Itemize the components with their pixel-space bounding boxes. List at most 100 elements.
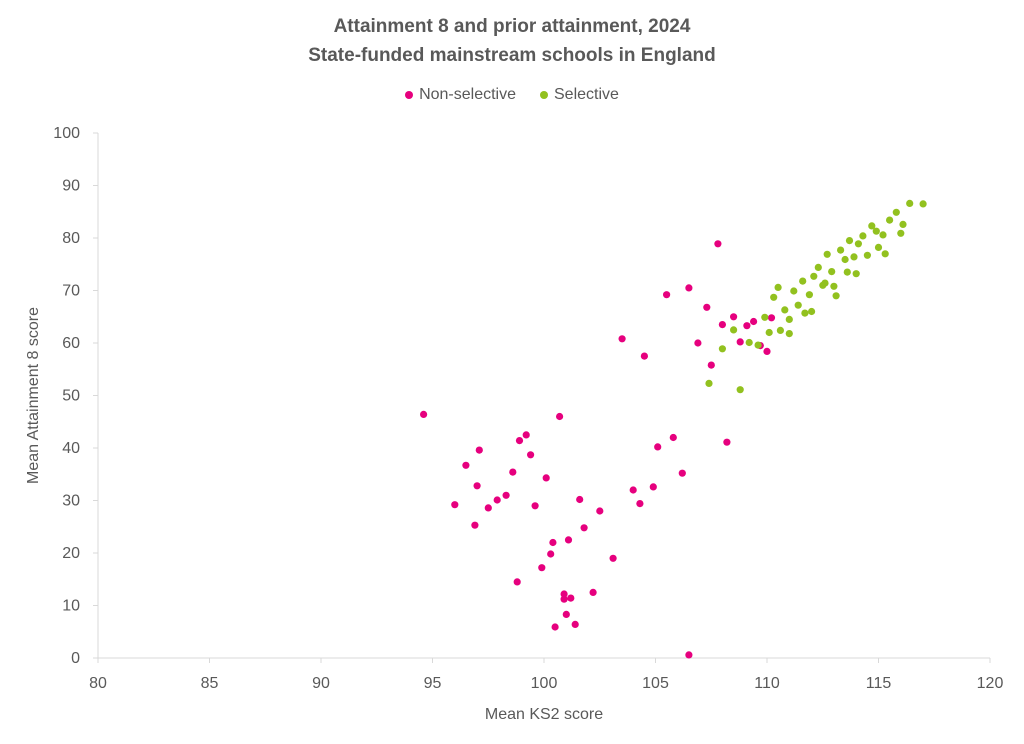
data-point-non-selective bbox=[502, 491, 510, 499]
data-point-selective bbox=[821, 279, 829, 287]
y-tick-label: 30 bbox=[62, 493, 80, 510]
data-point-non-selective bbox=[571, 620, 579, 629]
y-tick-label: 10 bbox=[62, 598, 80, 615]
data-point-non-selective bbox=[560, 595, 568, 603]
x-tick-label: 90 bbox=[312, 675, 330, 692]
data-point-selective bbox=[781, 306, 789, 314]
data-point-selective bbox=[814, 263, 822, 271]
data-point-selective bbox=[868, 222, 876, 230]
data-point-non-selective bbox=[562, 610, 570, 619]
data-point-non-selective bbox=[451, 501, 459, 509]
data-point-selective bbox=[899, 220, 907, 228]
data-point-non-selective bbox=[678, 469, 686, 477]
data-point-non-selective bbox=[707, 361, 715, 369]
data-point-selective bbox=[799, 277, 807, 285]
y-tick-label: 70 bbox=[62, 283, 80, 300]
data-point-selective bbox=[886, 216, 894, 224]
data-point-non-selective bbox=[567, 594, 575, 602]
data-point-selective bbox=[863, 251, 872, 259]
data-point-selective bbox=[850, 253, 858, 261]
chart-title: Attainment 8 and prior attainment, 2024 bbox=[333, 16, 691, 37]
data-point-selective bbox=[776, 326, 785, 334]
data-point-selective bbox=[897, 229, 905, 237]
data-point-non-selective bbox=[531, 502, 539, 510]
data-points bbox=[420, 199, 927, 659]
data-point-non-selective bbox=[542, 474, 550, 482]
legend-marker-non-selective bbox=[405, 91, 414, 99]
y-tick-label: 90 bbox=[62, 178, 80, 195]
data-point-non-selective bbox=[669, 433, 677, 442]
data-point-selective bbox=[892, 208, 900, 216]
data-point-selective bbox=[919, 200, 927, 208]
data-point-selective bbox=[808, 307, 816, 316]
data-point-non-selective bbox=[462, 461, 470, 469]
x-tick-label: 120 bbox=[977, 675, 1004, 692]
data-point-non-selective bbox=[685, 284, 693, 292]
data-point-selective bbox=[745, 338, 753, 347]
data-point-non-selective bbox=[473, 482, 481, 490]
data-point-non-selective bbox=[629, 486, 637, 494]
data-point-selective bbox=[754, 341, 762, 349]
data-point-selective bbox=[736, 386, 744, 394]
data-point-non-selective bbox=[589, 588, 597, 597]
chart-subtitle: State-funded mainstream schools in Engla… bbox=[308, 45, 716, 66]
y-tick-label: 60 bbox=[62, 335, 80, 352]
data-point-selective bbox=[730, 326, 738, 334]
legend-label-non-selective: Non-selective bbox=[419, 86, 516, 103]
data-point-non-selective bbox=[767, 314, 776, 322]
data-point-non-selective bbox=[718, 321, 727, 329]
y-tick-label: 100 bbox=[53, 125, 80, 142]
data-point-selective bbox=[790, 287, 798, 295]
data-point-selective bbox=[828, 268, 836, 276]
data-point-non-selective bbox=[723, 438, 731, 446]
data-point-selective bbox=[765, 328, 773, 337]
data-point-non-selective bbox=[556, 412, 564, 421]
data-point-selective bbox=[785, 315, 793, 323]
data-point-non-selective bbox=[580, 524, 588, 532]
data-point-selective bbox=[841, 255, 849, 264]
data-point-selective bbox=[843, 268, 851, 276]
data-point-non-selective bbox=[513, 578, 521, 586]
data-point-non-selective bbox=[714, 240, 722, 248]
data-point-selective bbox=[801, 309, 809, 317]
x-tick-label: 115 bbox=[866, 675, 892, 692]
data-point-selective bbox=[785, 330, 793, 338]
legend: Non-selective Selective bbox=[0, 86, 1024, 104]
legend-item-non-selective: Non-selective bbox=[405, 86, 516, 104]
data-point-non-selective bbox=[618, 335, 626, 343]
data-point-selective bbox=[837, 246, 845, 254]
data-point-non-selective bbox=[515, 437, 524, 445]
x-tick-label: 95 bbox=[424, 675, 442, 692]
data-point-non-selective bbox=[522, 431, 530, 439]
x-tick-label: 85 bbox=[201, 675, 219, 692]
chart-title-block: Attainment 8 and prior attainment, 2024 … bbox=[0, 12, 1024, 70]
data-point-selective bbox=[832, 292, 840, 300]
data-point-non-selective bbox=[750, 317, 758, 326]
data-point-selective bbox=[823, 250, 831, 258]
data-point-non-selective bbox=[694, 339, 702, 347]
data-point-non-selective bbox=[685, 651, 693, 659]
x-tick-label: 105 bbox=[642, 675, 669, 692]
data-point-selective bbox=[852, 270, 860, 278]
data-point-non-selective bbox=[509, 468, 517, 476]
x-axis-title: Mean KS2 score bbox=[485, 706, 603, 723]
data-point-selective bbox=[874, 243, 883, 251]
data-point-non-selective bbox=[527, 451, 535, 459]
data-point-non-selective bbox=[564, 536, 573, 544]
data-point-non-selective bbox=[547, 550, 555, 558]
data-point-selective bbox=[872, 227, 880, 235]
data-point-non-selective bbox=[763, 347, 771, 355]
data-point-selective bbox=[879, 231, 887, 239]
data-point-selective bbox=[805, 291, 814, 299]
data-point-non-selective bbox=[538, 564, 546, 572]
data-point-non-selective bbox=[703, 303, 711, 311]
data-point-non-selective bbox=[596, 507, 604, 515]
data-point-selective bbox=[718, 345, 727, 353]
data-point-selective bbox=[906, 199, 914, 207]
data-point-selective bbox=[845, 237, 854, 245]
y-tick-label: 40 bbox=[62, 440, 80, 457]
data-point-non-selective bbox=[730, 313, 738, 321]
axes: 80 85 90 95 100 105 110 115 120 0 10 20 30 40 50 60 70 80… bbox=[53, 125, 1003, 692]
data-point-non-selective bbox=[640, 352, 649, 360]
